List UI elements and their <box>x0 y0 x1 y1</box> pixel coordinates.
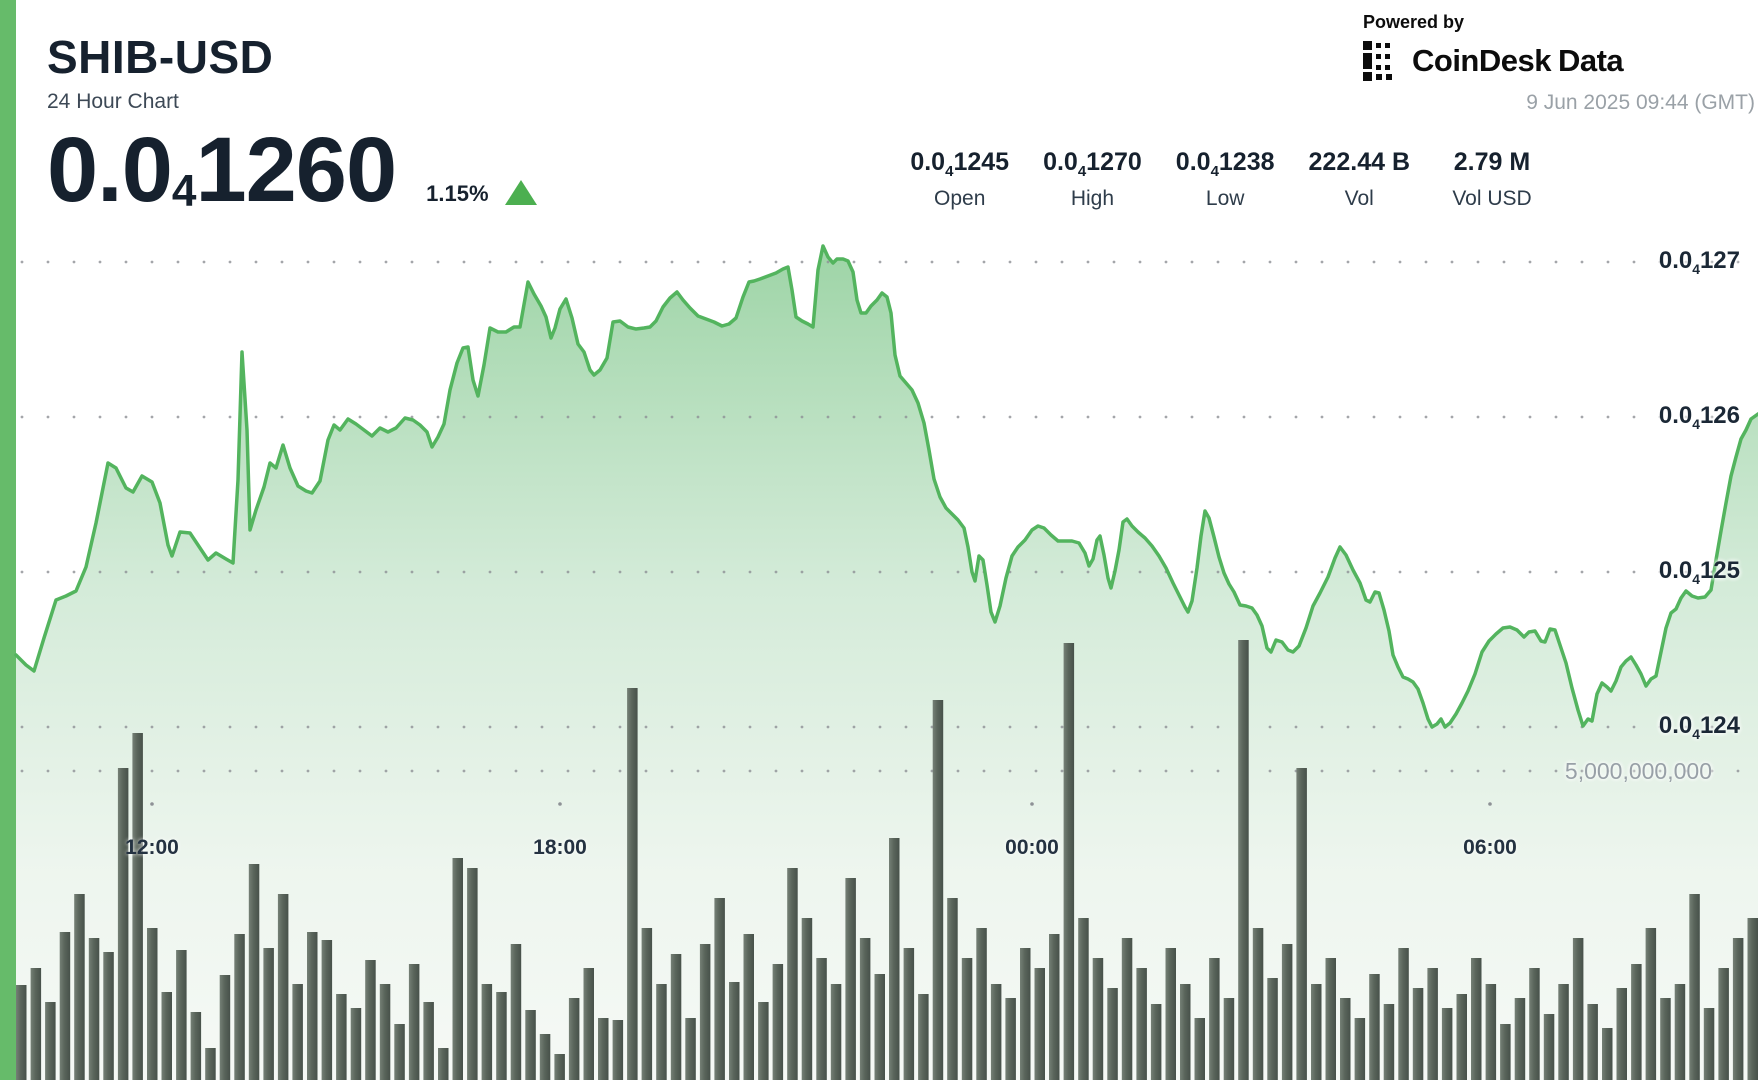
stat-vol-usd-value: 2.79 M <box>1453 148 1531 176</box>
price-subscript: 4 <box>171 167 197 217</box>
stat-vol-usd: 2.79 M Vol USD <box>1444 148 1540 211</box>
stat-high: 0.041270 High <box>1043 148 1142 211</box>
stat-low-label: Low <box>1205 187 1245 210</box>
stat-open-label: Open <box>934 187 986 210</box>
stat-open-value: 0.041245 <box>910 148 1010 180</box>
stat-vol-usd-label: Vol USD <box>1452 187 1532 210</box>
chart-header: SHIB-USD 24 Hour Chart 0.041260 1.15% <box>47 30 537 217</box>
chart-timestamp: 9 Jun 2025 09:44 (GMT) <box>1526 91 1755 114</box>
price-prefix: 0.0 <box>47 119 173 221</box>
current-price: 0.041260 <box>47 124 397 217</box>
symbol-title: SHIB-USD <box>47 31 274 83</box>
price-row: 0.041260 1.15% <box>47 124 537 217</box>
chart-range-subtitle: 24 Hour Chart <box>47 90 179 113</box>
stat-vol: 222.44 B Vol <box>1309 148 1410 211</box>
stat-open: 0.041245 Open <box>910 148 1009 211</box>
stat-vol-label: Vol <box>1344 187 1374 210</box>
accent-left-bar <box>0 0 16 1080</box>
powered-by-label: Powered by <box>1363 12 1465 32</box>
stat-vol-value: 222.44 B <box>1308 148 1410 176</box>
stat-low-value: 0.041238 <box>1175 148 1275 180</box>
branding-block: Powered by CoinDesk Data 9 Jun 2025 09:4… <box>1363 12 1755 115</box>
stat-high-value: 0.041270 <box>1043 148 1142 180</box>
stats-row: 0.041245 Open 0.041270 High 0.041238 Low… <box>910 148 1540 211</box>
coindesk-data-logo[interactable]: CoinDesk Data <box>1363 41 1755 81</box>
logo-word-data: Data <box>1557 43 1624 78</box>
change-percent: 1.15% <box>426 180 489 206</box>
logo-word-coindesk: CoinDesk <box>1412 43 1551 78</box>
price-digits: 1260 <box>195 119 397 221</box>
stat-high-label: High <box>1070 187 1115 210</box>
stat-low: 0.041238 Low <box>1176 148 1275 211</box>
coindesk-logo-icon <box>1363 41 1392 81</box>
up-arrow-icon <box>504 179 537 205</box>
